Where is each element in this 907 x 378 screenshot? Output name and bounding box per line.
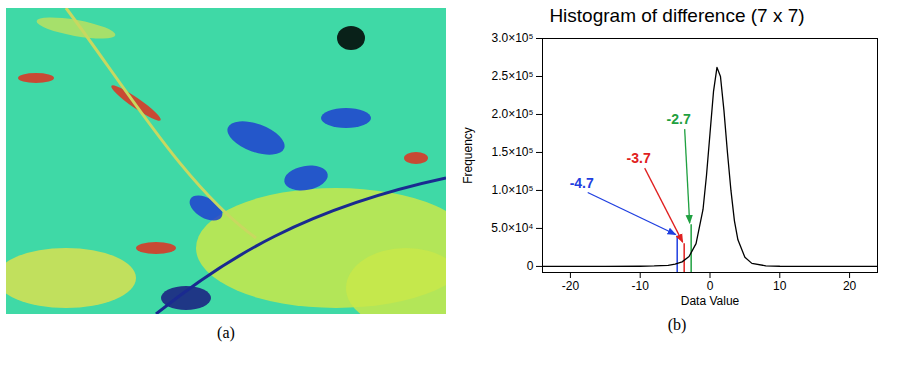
svg-text:20: 20: [843, 279, 857, 293]
svg-text:-4.7: -4.7: [570, 175, 594, 191]
html-text:(b): (b): [667, 316, 687, 333]
svg-text:0: 0: [707, 279, 714, 293]
svg-text:1.5×10⁵: 1.5×10⁵: [491, 145, 533, 159]
svg-text:2.5×10⁵: 2.5×10⁵: [491, 69, 533, 83]
svg-text:-2.7: -2.7: [667, 111, 691, 127]
html-text:Histogram of difference (7 x 7: Histogram of difference (7 x 7): [549, 5, 805, 26]
svg-text:Frequency: Frequency: [461, 127, 475, 184]
svg-text:10: 10: [773, 279, 787, 293]
svg-text:1.0×10⁵: 1.0×10⁵: [491, 183, 533, 197]
svg-text:Data Value: Data Value: [681, 294, 740, 308]
svg-text:-20: -20: [562, 279, 580, 293]
html-text:(a): (a): [217, 324, 235, 341]
svg-text:0: 0: [527, 259, 534, 273]
svg-text:2.0×10⁵: 2.0×10⁵: [491, 107, 533, 121]
svg-text:5.0×10⁴: 5.0×10⁴: [491, 221, 533, 235]
svg-text:3.0×10⁵: 3.0×10⁵: [491, 31, 533, 45]
svg-text:-10: -10: [632, 279, 650, 293]
svg-text:-3.7: -3.7: [627, 150, 651, 166]
